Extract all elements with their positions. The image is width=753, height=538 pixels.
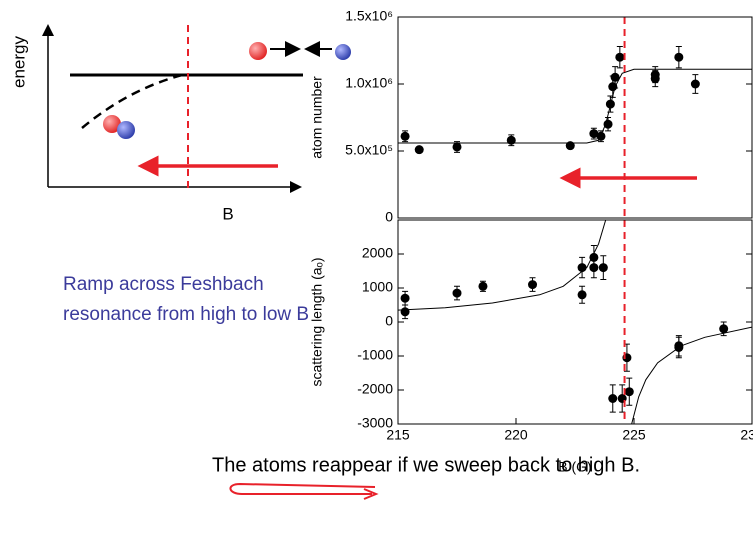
- atom: [249, 42, 267, 60]
- y-tick-label: 1.5x10⁶: [345, 8, 393, 24]
- y-tick-label: 5.0x10⁵: [345, 142, 393, 158]
- plot-frame: [397, 219, 753, 425]
- data-point: [589, 129, 599, 139]
- data-point: [598, 263, 608, 273]
- y-tick-label: 1.0x10⁶: [345, 75, 393, 91]
- data-point: [400, 307, 410, 317]
- data-point: [452, 142, 462, 152]
- schematic: energy B: [9, 24, 351, 223]
- x-tick-label: 230: [740, 427, 753, 443]
- data-point: [528, 280, 538, 290]
- footer: The atoms reappear if we sweep back to h…: [212, 454, 640, 476]
- data-point: [605, 99, 615, 109]
- x-tick-label: 215: [386, 427, 410, 443]
- fit-line: [398, 220, 752, 424]
- data-point: [400, 293, 410, 303]
- caption: resonance from high to low B: [63, 304, 309, 325]
- atom: [335, 44, 351, 60]
- data-point: [674, 341, 684, 351]
- fit-line: [398, 68, 752, 144]
- y-tick-label: -3000: [357, 415, 393, 431]
- data-point: [506, 135, 516, 145]
- data-point: [400, 131, 410, 141]
- x-tick-label: 225: [622, 427, 646, 443]
- y-axis-title: scattering length (aₒ): [309, 257, 325, 386]
- sweep-arrow-head: [363, 488, 379, 500]
- data-point: [690, 79, 700, 89]
- y-tick-label: 0: [385, 313, 393, 329]
- atom: [103, 115, 121, 133]
- y-tick-label: 0: [385, 209, 393, 225]
- y-tick-label: 2000: [362, 245, 393, 261]
- atom: [117, 121, 135, 139]
- y-tick-label: 1000: [362, 279, 393, 295]
- data-point: [452, 288, 462, 298]
- caption: Ramp across Feshbach: [63, 274, 264, 295]
- data-point: [615, 52, 625, 62]
- data-point: [608, 82, 618, 92]
- data-point: [674, 52, 684, 62]
- data-point: [414, 145, 424, 155]
- data-point: [603, 119, 613, 129]
- data-point: [719, 324, 729, 334]
- data-point: [610, 72, 620, 82]
- plot-frame: [397, 16, 753, 219]
- y-tick-label: -1000: [357, 347, 393, 363]
- data-point: [577, 263, 587, 273]
- plot: [398, 68, 752, 144]
- data-point: [596, 131, 606, 141]
- data-point: [577, 290, 587, 300]
- molecule-level: [81, 72, 187, 129]
- data-point: [589, 263, 599, 273]
- data-point: [608, 394, 618, 403]
- plot: [398, 220, 752, 424]
- data-point: [478, 281, 488, 291]
- x-tick-label: 220: [504, 427, 528, 443]
- sweep-arrow: [229, 482, 376, 495]
- y-axis-title: atom number: [309, 76, 325, 159]
- data-point: [624, 387, 634, 397]
- x-axis-title: B (G): [558, 459, 591, 475]
- y-tick-label: -2000: [357, 381, 393, 397]
- y-axis-label: energy: [9, 36, 28, 88]
- x-axis-label: B: [222, 204, 233, 223]
- data-point: [565, 141, 575, 151]
- data-point: [650, 74, 660, 84]
